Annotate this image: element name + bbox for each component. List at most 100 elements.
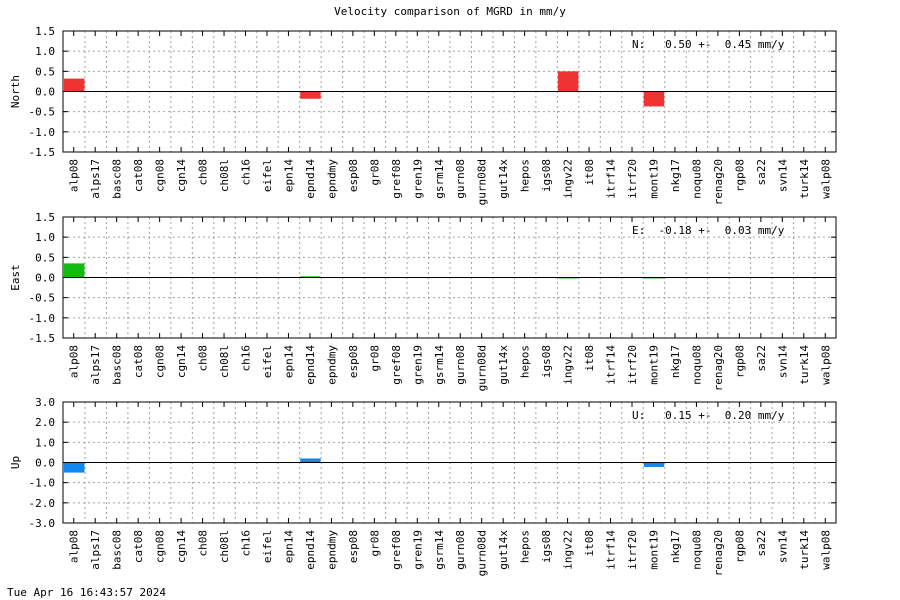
x-tick-label-cgn08: cgn08 xyxy=(154,159,167,192)
x-tick-label-itrf20: itrf20 xyxy=(626,159,639,199)
y-axis-label: East xyxy=(9,264,22,291)
x-tick-label-sa22: sa22 xyxy=(755,159,768,186)
x-tick-label-igs08: igs08 xyxy=(540,159,553,192)
x-tick-label-sa22: sa22 xyxy=(755,345,768,372)
x-tick-label-eifel: eifel xyxy=(261,530,274,563)
x-tick-label-walp08: walp08 xyxy=(819,159,832,199)
x-tick-label-it08: it08 xyxy=(583,530,596,557)
x-tick-label-alps17: alps17 xyxy=(89,159,102,199)
x-tick-label-gref08: gref08 xyxy=(390,530,403,570)
x-tick-label-epnd14: epnd14 xyxy=(304,530,317,570)
y-tick-label: -0.5 xyxy=(29,292,56,305)
x-tick-label-gref08: gref08 xyxy=(390,159,403,199)
y-tick-label: -1.5 xyxy=(29,332,56,345)
y-tick-label: 0.5 xyxy=(35,251,55,264)
y-tick-label: 1.0 xyxy=(35,231,55,244)
timestamp: Tue Apr 16 16:43:57 2024 xyxy=(7,586,166,599)
x-tick-label-itrf14: itrf14 xyxy=(605,345,618,385)
y-tick-label: 0.0 xyxy=(35,457,55,470)
x-tick-label-walp08: walp08 xyxy=(819,530,832,570)
x-tick-label-noqu08: noqu08 xyxy=(690,159,703,199)
x-tick-label-eifel: eifel xyxy=(261,159,274,192)
x-tick-label-noqu08: noqu08 xyxy=(690,530,703,570)
x-tick-label-turk14: turk14 xyxy=(798,530,811,570)
x-tick-label-ingv22: ingv22 xyxy=(562,345,575,385)
x-tick-label-ch08: ch08 xyxy=(197,345,210,372)
x-tick-label-itrf14: itrf14 xyxy=(605,159,618,199)
x-tick-label-cgn14: cgn14 xyxy=(175,159,188,192)
x-tick-label-turk14: turk14 xyxy=(798,159,811,199)
y-tick-label: 1.0 xyxy=(35,45,55,58)
x-tick-label-eifel: eifel xyxy=(261,345,274,378)
x-tick-label-epndmy: epndmy xyxy=(325,530,338,570)
x-tick-label-basc08: basc08 xyxy=(111,530,124,570)
x-tick-label-sa22: sa22 xyxy=(755,530,768,557)
x-tick-label-esp08: esp08 xyxy=(347,345,360,378)
x-tick-label-renag20: renag20 xyxy=(712,530,725,576)
x-tick-label-gsrm14: gsrm14 xyxy=(433,530,446,570)
x-tick-label-basc08: basc08 xyxy=(111,345,124,385)
x-tick-label-hepos: hepos xyxy=(519,159,532,192)
x-tick-label-gut14x: gut14x xyxy=(497,530,510,570)
x-tick-label-gren19: gren19 xyxy=(411,345,424,385)
x-tick-label-alp08: alp08 xyxy=(68,345,81,378)
x-tick-label-basc08: basc08 xyxy=(111,159,124,199)
x-tick-label-epndmy: epndmy xyxy=(325,159,338,199)
y-tick-label: -1.0 xyxy=(29,312,56,325)
x-tick-label-epn14: epn14 xyxy=(282,159,295,192)
x-tick-label-ch08: ch08 xyxy=(197,530,210,557)
x-tick-label-gurn08: gurn08 xyxy=(454,159,467,199)
x-tick-label-itrf14: itrf14 xyxy=(605,530,618,570)
x-tick-label-gr08: gr08 xyxy=(368,345,381,372)
x-tick-label-walp08: walp08 xyxy=(819,345,832,385)
x-tick-label-gut14x: gut14x xyxy=(497,345,510,385)
x-tick-label-mont19: mont19 xyxy=(647,530,660,570)
x-tick-label-nkg17: nkg17 xyxy=(669,159,682,192)
x-tick-label-cgn14: cgn14 xyxy=(175,345,188,378)
x-tick-label-itrf20: itrf20 xyxy=(626,345,639,385)
x-tick-label-it08: it08 xyxy=(583,345,596,372)
x-tick-label-alps17: alps17 xyxy=(89,345,102,385)
x-tick-label-gut14x: gut14x xyxy=(497,159,510,199)
x-tick-label-gr08: gr08 xyxy=(368,530,381,557)
bar-ingv22 xyxy=(557,71,579,92)
x-tick-label-esp08: esp08 xyxy=(347,159,360,192)
x-tick-label-cgn08: cgn08 xyxy=(154,530,167,563)
x-tick-label-gsrm14: gsrm14 xyxy=(433,159,446,199)
x-tick-label-cat08: cat08 xyxy=(132,159,145,192)
bar-alp08 xyxy=(64,78,85,92)
x-tick-label-gref08: gref08 xyxy=(390,345,403,385)
chart-title: Velocity comparison of MGRD in mm/y xyxy=(334,5,566,18)
x-tick-label-mont19: mont19 xyxy=(647,345,660,385)
bar-epnd14 xyxy=(300,276,321,278)
x-tick-label-epn14: epn14 xyxy=(282,345,295,378)
x-tick-label-alps17: alps17 xyxy=(89,530,102,570)
velocity-annotation: N: 0.50 +- 0.45 mm/y xyxy=(632,38,785,51)
x-tick-label-ch08l: ch08l xyxy=(218,345,231,378)
y-tick-label: -0.5 xyxy=(29,106,56,119)
x-tick-label-gurn08d: gurn08d xyxy=(476,530,489,576)
x-tick-label-ch16: ch16 xyxy=(240,159,253,186)
x-tick-label-epnd14: epnd14 xyxy=(304,159,317,199)
x-tick-label-itrf20: itrf20 xyxy=(626,530,639,570)
x-tick-label-renag20: renag20 xyxy=(712,345,725,391)
x-tick-label-gren19: gren19 xyxy=(411,530,424,570)
y-tick-label: 3.0 xyxy=(35,396,55,409)
velocity-annotation: E: -0.18 +- 0.03 mm/y xyxy=(632,224,785,237)
bar-mont19 xyxy=(643,91,665,107)
x-tick-label-renag20: renag20 xyxy=(712,159,725,205)
x-tick-label-epndmy: epndmy xyxy=(325,345,338,385)
x-tick-label-gurn08d: gurn08d xyxy=(476,159,489,205)
x-tick-label-rgp08: rgp08 xyxy=(733,159,746,192)
y-tick-label: -1.0 xyxy=(29,477,56,490)
velocity-annotation: U: 0.15 +- 0.20 mm/y xyxy=(632,409,785,422)
y-tick-label: -1.5 xyxy=(29,146,56,159)
x-tick-label-epnd14: epnd14 xyxy=(304,345,317,385)
x-tick-label-nkg17: nkg17 xyxy=(669,345,682,378)
y-tick-label: 1.5 xyxy=(35,25,55,38)
x-tick-label-gsrm14: gsrm14 xyxy=(433,345,446,385)
x-tick-label-it08: it08 xyxy=(583,159,596,186)
x-tick-label-hepos: hepos xyxy=(519,530,532,563)
y-tick-label: 0.0 xyxy=(35,272,55,285)
y-tick-label: 0.5 xyxy=(35,65,55,78)
